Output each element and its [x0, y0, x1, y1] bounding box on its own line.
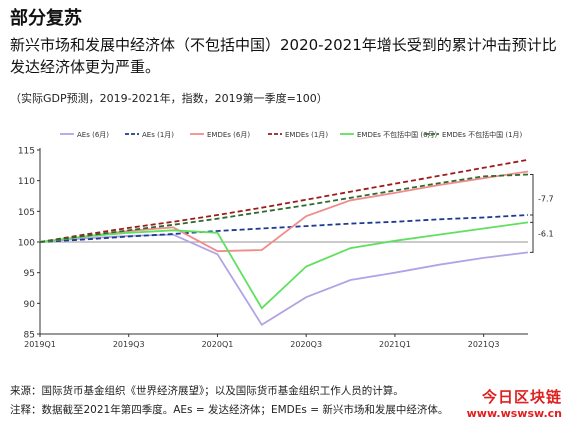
- legend-label: AEs (1月): [142, 131, 174, 139]
- series-line-0: [39, 233, 529, 327]
- page-subtitle: 新兴市场和发展中经济体（不包括中国）2020-2021年增长受到的累计冲击预计比…: [10, 36, 557, 76]
- series-line-2: [39, 170, 529, 253]
- annotation-label: -6.1: [538, 230, 554, 239]
- page-heading: 部分复苏: [10, 8, 82, 29]
- y-tick-label: 115: [18, 147, 35, 157]
- x-tick-label: 2020Q1: [202, 340, 234, 349]
- legend-label: EMDEs (6月): [207, 131, 250, 139]
- x-tick-label: 2021Q3: [468, 340, 500, 349]
- source-note: 来源：国际货币基金组织《世界经济展望》；以及国际货币基金组织工作人员的计算。: [10, 385, 404, 397]
- y-tick-label: 100: [18, 239, 35, 249]
- line-chart: 85 90 95 100 105 110 115 2019Q1 2019Q3 2020Q1 2020…: [18, 130, 554, 349]
- y-tick-label: 85: [24, 331, 35, 341]
- y-tick-label: 105: [18, 208, 35, 218]
- series-line-4: [39, 221, 529, 310]
- y-tick-label: 90: [24, 300, 36, 310]
- series-line-3: [39, 158, 529, 243]
- annotation-bracket: [530, 174, 534, 223]
- annotation-bracket: [530, 214, 534, 253]
- y-tick-label: 110: [18, 177, 35, 187]
- watermark: 今日区块链 www.wswsw.cn: [467, 386, 562, 420]
- chart-note: （实际GDP预测，2019-2021年，指数，2019第一季度=100）: [10, 92, 328, 105]
- watermark-title: 今日区块链: [481, 388, 562, 406]
- legend-label: AEs (6月): [77, 131, 109, 139]
- x-tick-label: 2021Q1: [379, 340, 411, 349]
- series-line-5: [39, 173, 529, 243]
- series-line-1: [39, 214, 529, 243]
- footnote: 注释：数据截至2021年第四季度。AEs = 发达经济体；EMDEs = 新兴市…: [10, 404, 449, 416]
- annotation-label: -7.7: [538, 194, 554, 203]
- legend-label: EMDEs (1月): [285, 131, 328, 139]
- y-tick-label: 95: [24, 269, 35, 279]
- watermark-url: www.wswsw.cn: [466, 407, 562, 420]
- x-tick-label: 2020Q3: [290, 340, 322, 349]
- legend-label: EMDEs 不包括中国 (6月): [357, 130, 438, 139]
- x-tick-label: 2019Q1: [24, 340, 56, 349]
- x-tick-label: 2019Q3: [113, 340, 145, 349]
- legend-label: EMDEs 不包括中国 (1月): [442, 130, 523, 139]
